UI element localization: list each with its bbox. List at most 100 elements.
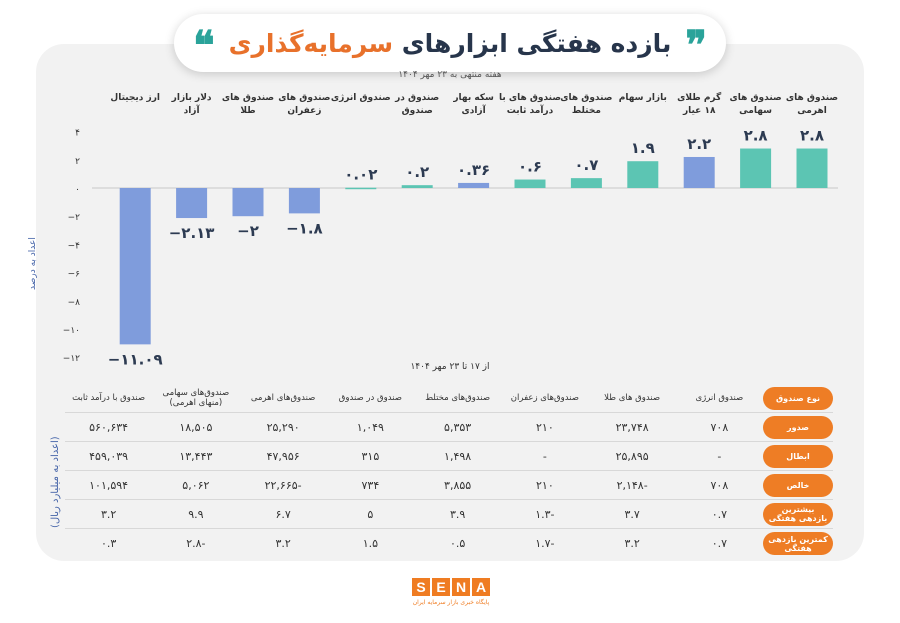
y-tick-label: −۱۲	[63, 354, 80, 364]
quote-open-icon: ❞	[685, 22, 707, 69]
table-cell: ۱.۵	[362, 537, 379, 550]
bar	[740, 148, 772, 188]
y-tick-label: −۱۰	[63, 326, 80, 336]
category-label: دلار بازار آزاد	[171, 93, 212, 116]
bar	[514, 179, 546, 188]
value-label: ۱.۹	[631, 139, 655, 157]
table-cell: ۲۵,۲۹۰	[266, 420, 300, 434]
logo-letter: S	[412, 578, 430, 596]
y-tick-label: −۲	[68, 213, 81, 223]
y-tick-label: −۸	[68, 298, 81, 308]
column-header: صندوق‌های سهامی (منهای اهرمی)	[162, 388, 230, 408]
table-cell: ۷۳۴	[361, 478, 380, 492]
page-subtitle: هفته منتهی به ۲۳ مهر ۱۴۰۴	[398, 70, 502, 80]
table-cell: ۴۵۹,۰۳۹	[89, 449, 129, 463]
table-cell: ۳.۲	[275, 537, 291, 550]
value-label: −۱۱.۰۹	[108, 350, 163, 368]
category-label: صندوق های سهامی	[729, 93, 781, 116]
bar	[627, 161, 659, 188]
table-cell: ۳.۲	[100, 507, 117, 521]
table-cell: ۲۵,۸۹۵	[615, 449, 649, 463]
bar	[345, 187, 377, 190]
bar	[232, 188, 264, 217]
category-label: ارز دیجیتال	[110, 93, 160, 103]
table-row: کمترین بازدهی هفتگی ۰.۷ ۳.۲ -۱.۷ ۰.۵ ۱.۵ ۳.۲ -۲…	[65, 529, 833, 558]
value-label: ۰.۷	[574, 156, 598, 174]
category-label: سکه بهار آزادی	[452, 93, 494, 116]
table-row: صدور ۷۰۸ ۲۳,۷۴۸ ۲۱۰ ۵,۳۵۳ ۱,۰۴۹ ۲۵,۲۹۰ ۱۸,۵۰۵ ۵۶…	[65, 413, 833, 442]
category-label: صندوق انرژی	[331, 93, 391, 103]
value-label: ۲.۸	[744, 127, 768, 145]
category-label: گرم طلای ۱۸ عیار	[677, 91, 722, 116]
column-header: صندوق‌های مختلط	[425, 393, 491, 403]
table-cell: ۲۱۰	[536, 420, 554, 434]
title-part2: سرمایه‌گذاری	[228, 28, 394, 58]
title-banner: ❞ بازده هفتگی ابزارهای سرمایه‌گذاری ❝	[174, 14, 726, 72]
table-cell: -۱.۷	[535, 537, 555, 550]
table-cell: ۹.۹	[188, 507, 204, 521]
y-tick-label: ۴	[75, 129, 80, 139]
row-label: خالص	[763, 473, 833, 497]
bar	[288, 188, 320, 214]
y-tick-label: ۰	[75, 185, 80, 195]
logo-tagline: پایگاه خبری بازار سرمایه ایران	[412, 599, 490, 606]
table-cell: ۰.۵	[449, 537, 466, 550]
table-cell: ۳.۹	[449, 507, 466, 521]
category-label: صندوق های طلا	[222, 93, 274, 116]
row-label: صدور	[763, 415, 833, 439]
value-label: −۲	[237, 222, 259, 240]
row-label: ابطال	[763, 444, 833, 468]
value-label: ۰.۳۶	[457, 161, 490, 179]
bar	[796, 148, 828, 188]
x-axis-label: از ۱۷ تا ۲۳ مهر ۱۴۰۴	[410, 362, 490, 372]
table-cell: ۶.۷	[275, 507, 291, 521]
bar	[401, 185, 433, 188]
value-label: −۱.۸	[286, 219, 323, 237]
value-label: ۲.۸	[800, 127, 824, 145]
table-cell: -۲.۸	[186, 537, 206, 550]
table-row: ابطال - ۲۵,۸۹۵ - ۱,۴۹۸ ۳۱۵ ۴۷,۹۵۶ ۱۳,۴۴۳ ۴۵۹,۰۳۹	[65, 442, 833, 471]
table-cell: ۵۶۰,۶۳۴	[89, 420, 129, 434]
row-label: بیشترین بازدهی هفتگی	[763, 502, 833, 526]
title-part1: بازده هفتگی ابزارهای	[401, 28, 672, 58]
table-cell: ۱,۴۹۸	[444, 449, 472, 463]
table-cell: ۳,۸۵۵	[444, 478, 472, 492]
table-header-row: نوع صندوق صندوق انرژی صندوق های طلا صندوق‌ه…	[65, 384, 833, 413]
table-cell: ۱۰۱,۵۹۴	[89, 478, 129, 492]
table-cell: ۷۰۸	[710, 478, 729, 492]
quote-close-icon: ❝	[193, 22, 215, 69]
table-cell: ۱۸,۵۰۵	[179, 420, 213, 434]
column-header: صندوق با درآمد ثابت	[72, 393, 146, 403]
y-tick-label: −۴	[68, 241, 81, 251]
table-cell: -۱.۳	[535, 507, 555, 521]
logo-letter: N	[452, 578, 470, 596]
logo-letter: E	[432, 578, 450, 596]
category-label: صندوق های اهرمی	[786, 93, 838, 116]
table-cell: ۰.۳	[100, 537, 117, 550]
table-cell: ۰.۷	[711, 537, 728, 550]
column-header: صندوق های طلا	[604, 393, 661, 403]
value-label: ۰.۰۲	[344, 166, 377, 184]
table-cell: -۲۲,۶۶۵	[264, 478, 302, 492]
bar	[176, 188, 208, 219]
table-cell: ۲۳,۷۴۸	[615, 420, 649, 434]
column-header: صندوق در صندوق	[338, 393, 402, 403]
table-cell: ۱۳,۴۴۳	[179, 449, 213, 463]
table-cell: ۳.۷	[624, 507, 640, 521]
table-cell: -۲,۱۴۸	[616, 478, 648, 492]
value-label: −۲.۱۳	[169, 224, 215, 242]
y-tick-label: −۶	[68, 270, 81, 280]
table-cell: ۵	[367, 507, 374, 521]
table-header-label: نوع صندوق	[763, 386, 833, 410]
value-label: ۲.۲	[687, 135, 711, 153]
table-cell: ۷۰۸	[710, 420, 729, 434]
y-axis-label: اعداد به درصد	[28, 237, 38, 290]
column-header: صندوق‌های اهرمی	[250, 393, 316, 403]
y-tick-label: ۲	[75, 157, 80, 167]
page-title: بازده هفتگی ابزارهای سرمایه‌گذاری	[229, 29, 672, 58]
bar-chart: ۴ ۲ ۰ −۲ −۴ −۶ −۸ −۱۰ −۱۲ ۲.۸ صندوق های اهرمی ۲.۸ صند…	[63, 91, 838, 368]
table-row: بیشترین بازدهی هفتگی ۰.۷ ۳.۷ -۱.۳ ۳.۹ ۵ ۶.۷ ۹.۹…	[65, 500, 833, 529]
